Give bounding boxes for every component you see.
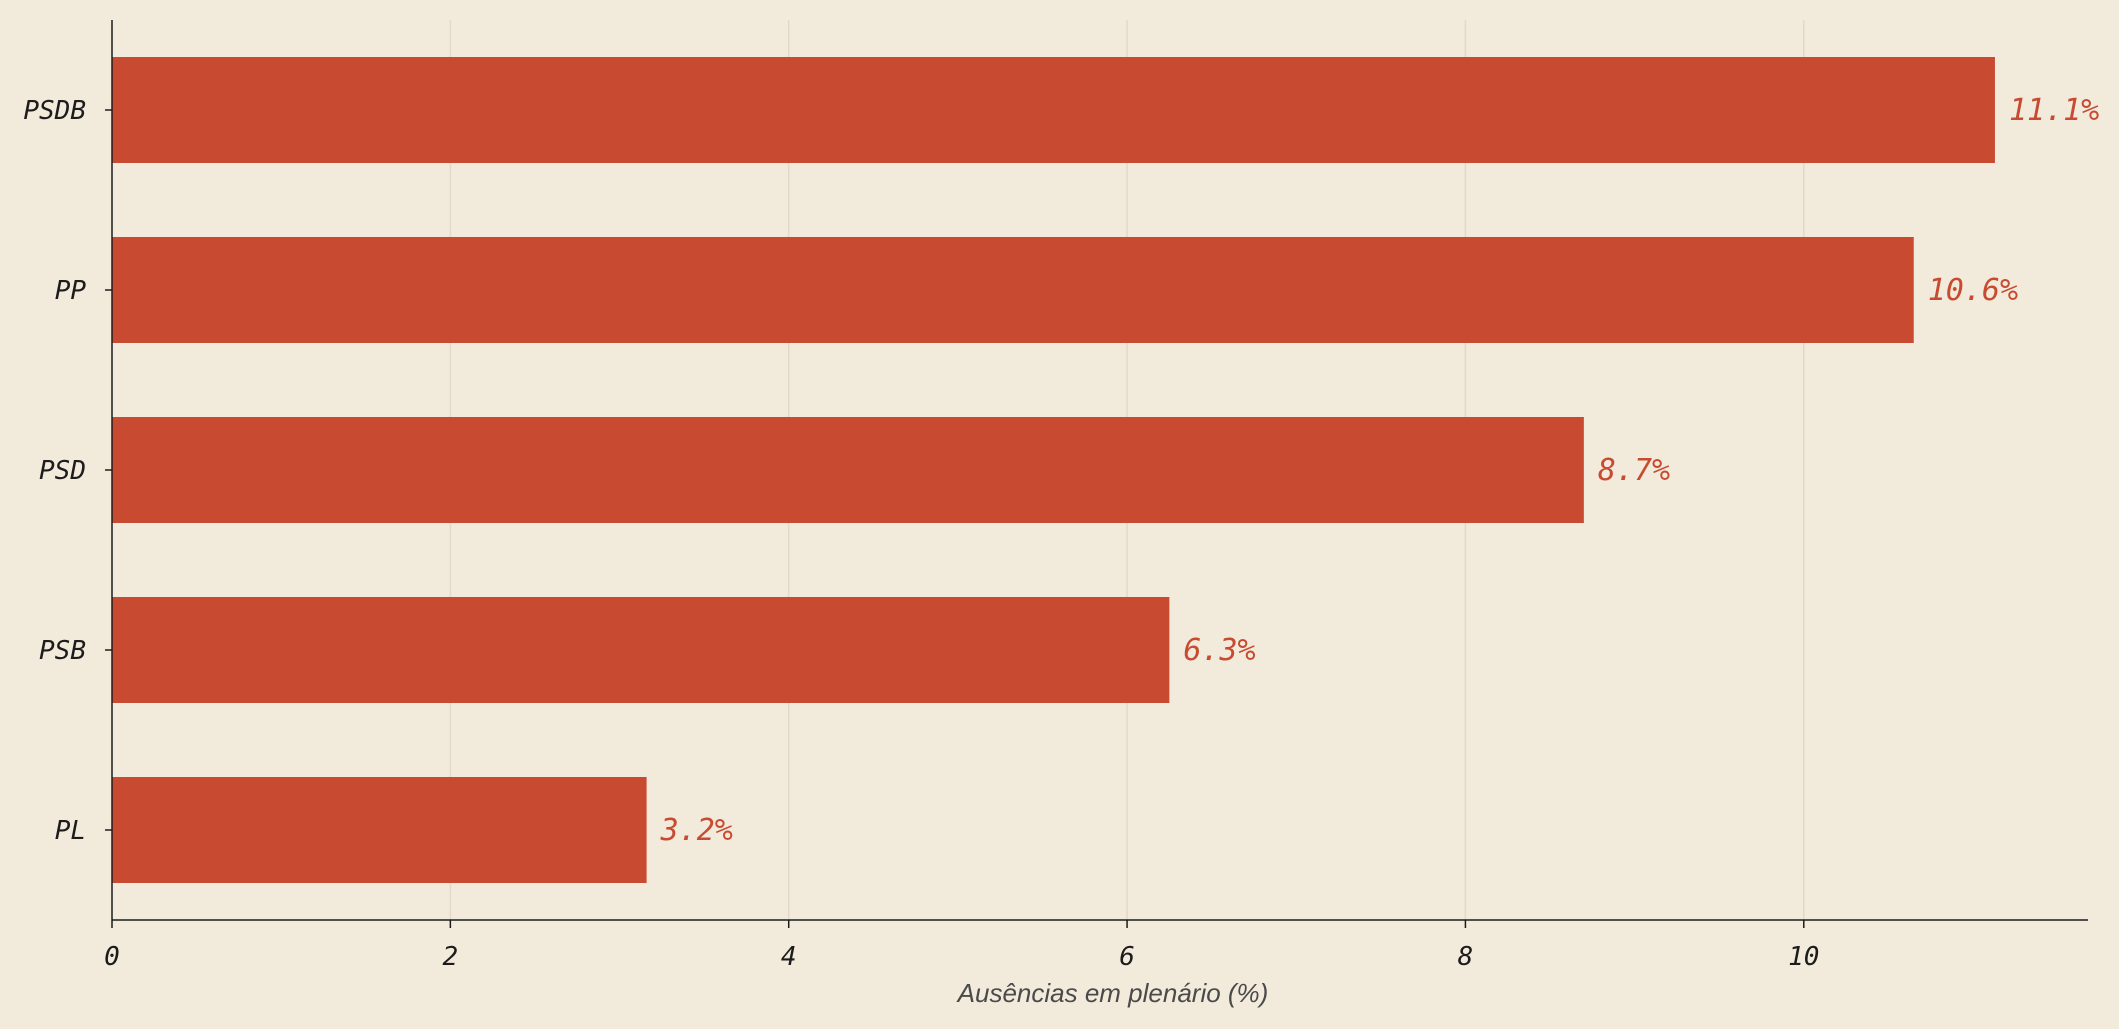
bar-value-label: 6.3% bbox=[1183, 633, 1255, 668]
x-axis-title: Ausências em plenário (%) bbox=[956, 978, 1269, 1008]
x-tick-label: 10 bbox=[1788, 942, 1819, 972]
x-tick-label: 2 bbox=[443, 942, 459, 972]
bar-pp bbox=[112, 237, 1914, 343]
bar-psdb bbox=[112, 57, 1995, 163]
y-tick-label: PL bbox=[55, 816, 86, 846]
bar-pl bbox=[112, 777, 647, 883]
axes bbox=[105, 20, 2088, 928]
y-tick-label: PP bbox=[55, 276, 87, 306]
y-tick-label: PSDB bbox=[23, 96, 86, 126]
labels: PSDB 11.1% PP 10.6% PSD 8.7% PSB 6.3% PL 3.2% 0 2 4 6… bbox=[23, 93, 2099, 972]
bar-value-label: 10.6% bbox=[1928, 273, 2018, 308]
bar-value-label: 8.7% bbox=[1598, 453, 1670, 488]
y-tick-label: PSD bbox=[39, 456, 86, 486]
x-tick-label: 8 bbox=[1458, 942, 1474, 972]
y-tick-label: PSB bbox=[39, 636, 86, 666]
x-tick-label: 6 bbox=[1119, 942, 1135, 972]
x-tick-label: 4 bbox=[781, 942, 797, 972]
bar-value-label: 11.1% bbox=[2009, 93, 2099, 128]
x-tick-label: 0 bbox=[104, 942, 120, 972]
bar-psd bbox=[112, 417, 1584, 523]
bar-value-label: 3.2% bbox=[660, 813, 733, 848]
bars bbox=[112, 57, 1995, 883]
bar-psb bbox=[112, 597, 1170, 703]
